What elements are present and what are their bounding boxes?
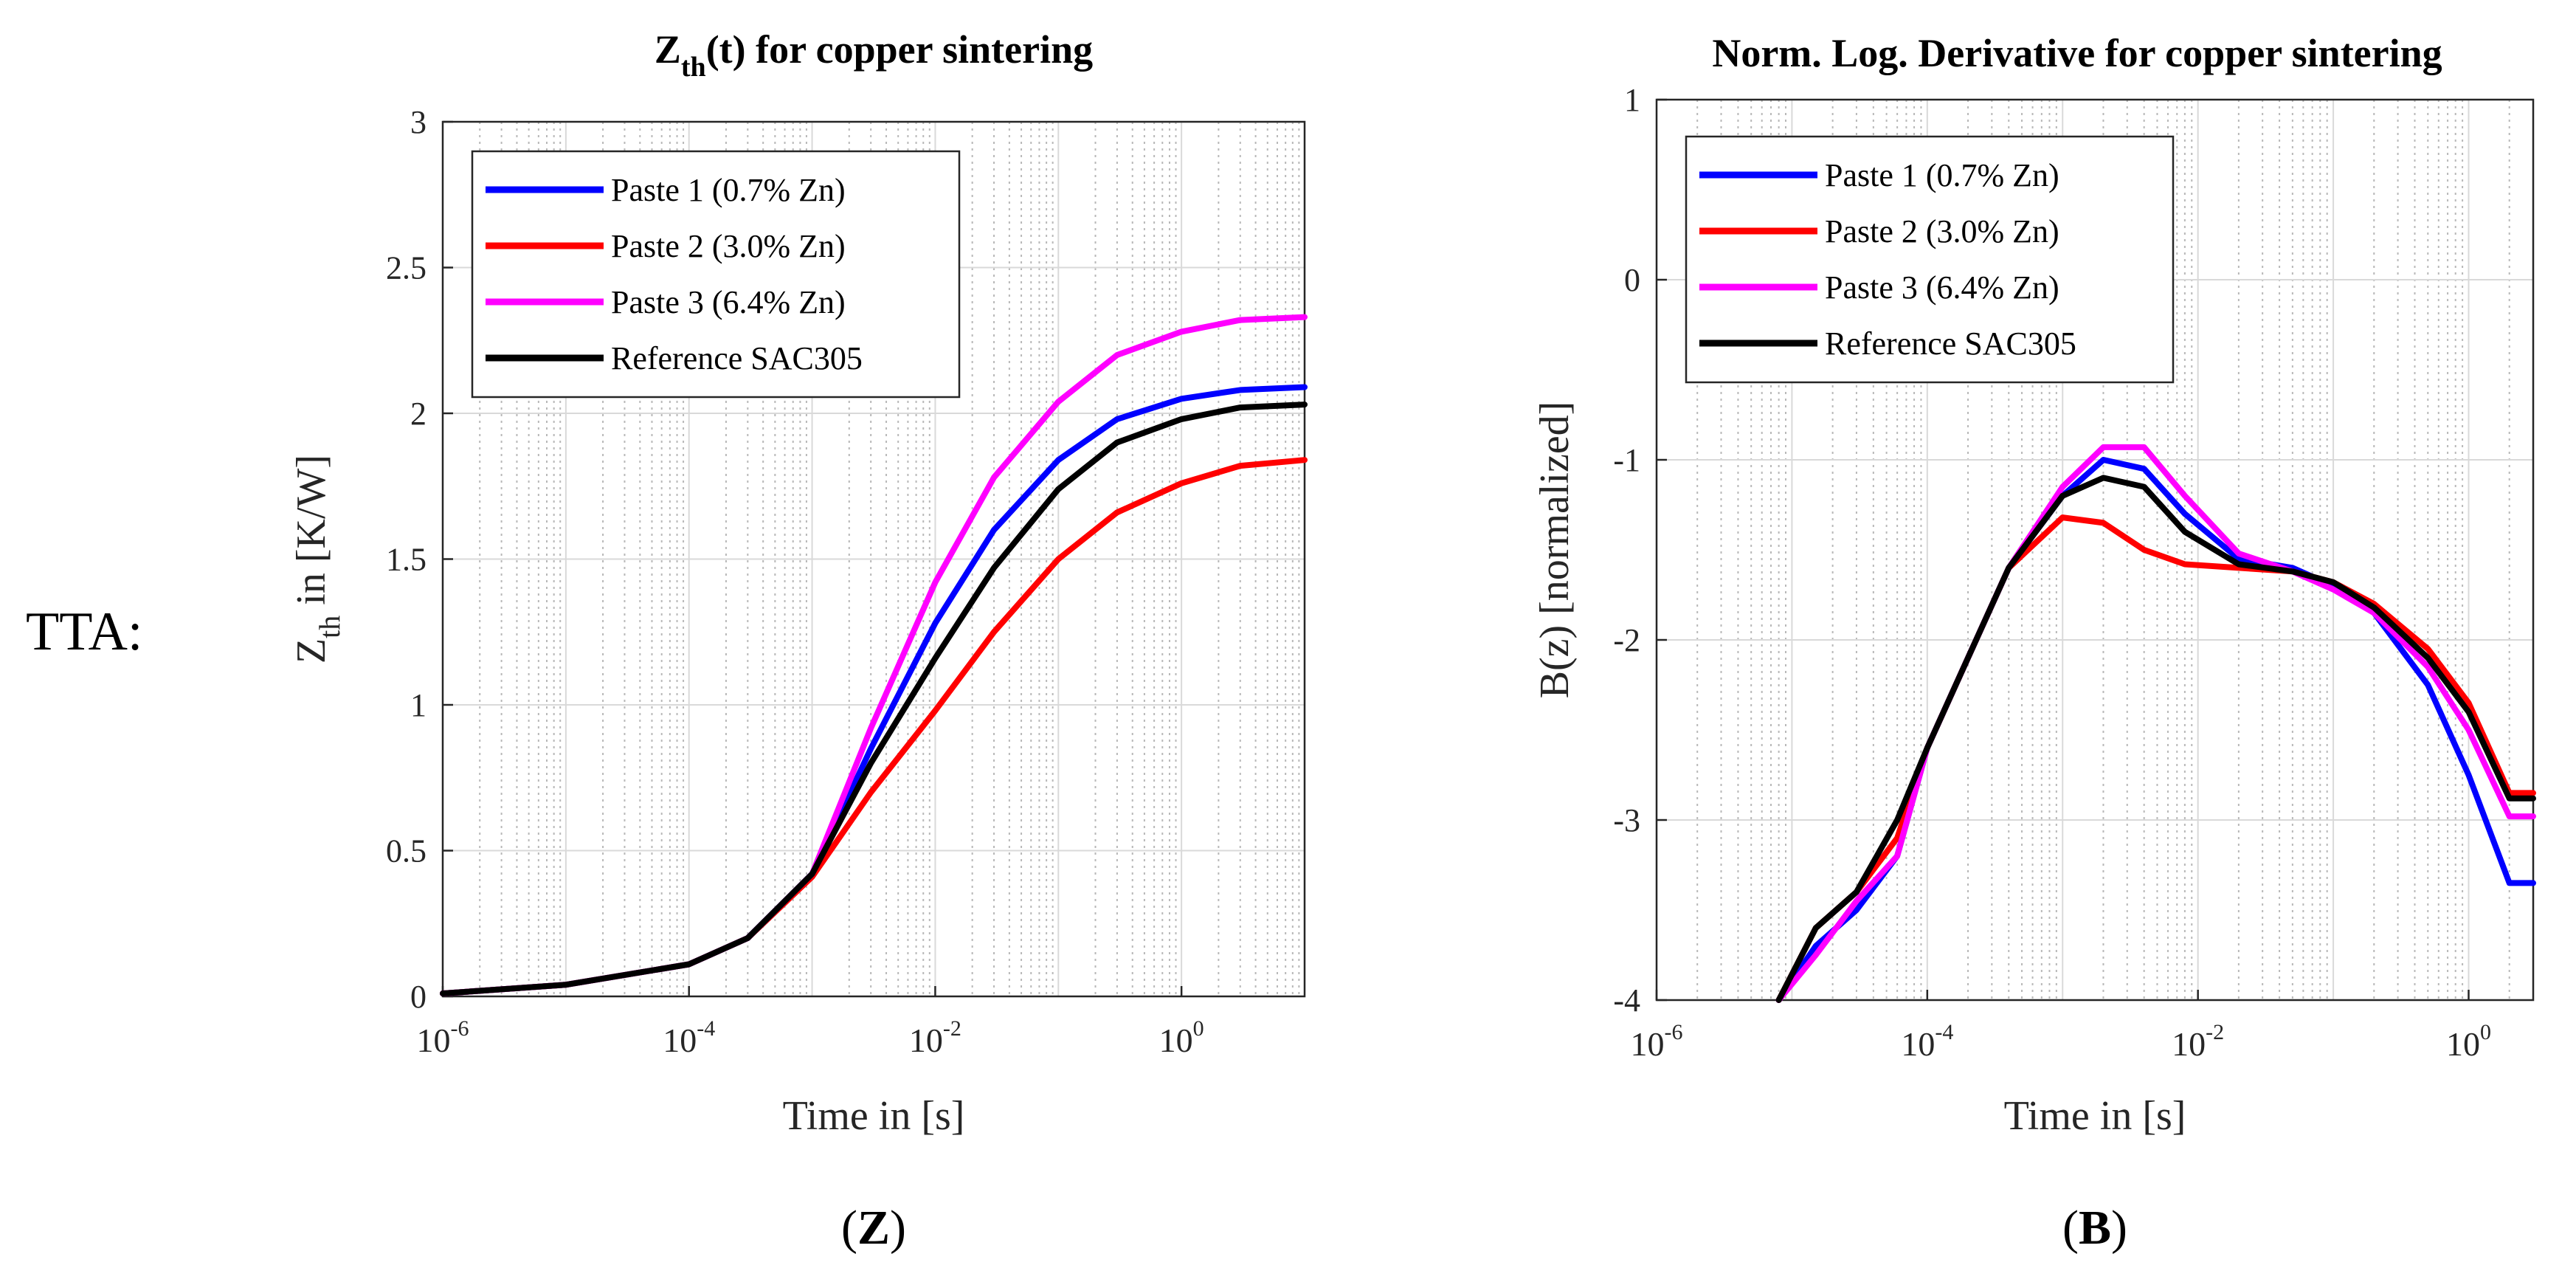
x-tick-label: 10-4	[663, 1016, 715, 1059]
figure-row-label: TTA:	[26, 602, 142, 662]
chart-title: Zth(t) for copper sintering	[655, 27, 1093, 83]
y-tick-label: 1	[1624, 82, 1640, 118]
y-tick-label: -1	[1613, 442, 1640, 478]
y-tick-label: 1.5	[386, 542, 427, 578]
y-tick-label: 3	[410, 104, 427, 140]
x-tick-label: 10-4	[1901, 1020, 1953, 1063]
x-tick-label: 100	[1159, 1016, 1204, 1059]
x-tick-exponent: -4	[1935, 1020, 1953, 1044]
x-tick-exponent: -2	[943, 1016, 961, 1041]
panel-label-close: )	[2111, 1201, 2127, 1255]
title-subscript: th	[681, 52, 706, 83]
x-tick-base: 10	[909, 1021, 943, 1059]
x-tick-exponent: 0	[2480, 1020, 2491, 1044]
y-axis-label: B(z) [normalized]	[1532, 402, 1578, 699]
y-axis-label: Zth in [K/W]	[289, 455, 346, 664]
y-label-rest: in [K/W]	[289, 455, 334, 616]
legend-label-4: Reference SAC305	[1825, 325, 2076, 362]
x-tick-base: 10	[2446, 1025, 2480, 1063]
y-tick-label: 0.5	[386, 833, 427, 869]
legend-label-2: Paste 2 (3.0% Zn)	[1825, 213, 2059, 249]
x-tick-exponent: -6	[1665, 1020, 1683, 1044]
legend-label-1: Paste 1 (0.7% Zn)	[1825, 157, 2059, 193]
x-tick-exponent: 0	[1193, 1016, 1204, 1041]
y-tick-label: -4	[1613, 982, 1640, 1019]
legend-label-4: Reference SAC305	[611, 340, 863, 376]
title-main: Norm. Log. Derivative for copper sinteri…	[1712, 31, 2442, 75]
y-tick-label: -3	[1613, 802, 1640, 838]
x-tick-label: 10-6	[1631, 1020, 1683, 1063]
x-tick-base: 10	[1631, 1025, 1665, 1063]
panel-label: (Z)	[841, 1201, 906, 1255]
panel-label-letter: Z	[857, 1201, 890, 1255]
series-line-4	[440, 402, 1308, 996]
series-line-3	[1775, 444, 2536, 1003]
y-tick-label: 1	[410, 687, 427, 723]
y-label-main: B(z) [normalized]	[1532, 402, 1578, 699]
x-tick-exponent: -6	[451, 1016, 469, 1041]
panel-label-close: )	[890, 1201, 906, 1255]
x-tick-base: 10	[1159, 1021, 1193, 1059]
axes-frame	[1655, 98, 2535, 1002]
legend-label-3: Paste 3 (6.4% Zn)	[1825, 269, 2059, 306]
series-line-4	[1775, 475, 2536, 1003]
y-tick-label: 2	[410, 396, 427, 432]
y-tick-label: 0	[1624, 262, 1640, 298]
x-tick-exponent: -2	[2206, 1020, 2224, 1044]
x-axis-label: Time in [s]	[2004, 1093, 2186, 1139]
y-tick-label: 0	[410, 979, 427, 1015]
y-label-subscript: th	[313, 616, 346, 638]
x-tick-base: 10	[1901, 1025, 1935, 1063]
x-tick-base: 10	[2172, 1025, 2206, 1063]
x-tick-exponent: -4	[697, 1016, 715, 1041]
panel-label-open: (	[841, 1201, 857, 1255]
x-tick-base: 10	[663, 1021, 697, 1059]
x-tick-base: 10	[417, 1021, 451, 1059]
legend-label-1: Paste 1 (0.7% Zn)	[611, 172, 846, 208]
panel-label-letter: B	[2079, 1201, 2111, 1255]
y-tick-label: 2.5	[386, 250, 427, 286]
x-tick-label: 10-2	[909, 1016, 961, 1059]
panel-label: (B)	[2062, 1201, 2127, 1255]
title-main: Z	[655, 27, 681, 72]
x-axis-label: Time in [s]	[783, 1093, 965, 1139]
y-label-main: Z	[289, 638, 334, 664]
x-tick-label: 10-6	[417, 1016, 469, 1059]
y-tick-label: -2	[1613, 622, 1640, 658]
x-tick-label: 100	[2446, 1020, 2491, 1063]
title-rest: (t) for copper sintering	[706, 27, 1093, 72]
series-line-2	[1775, 514, 2536, 1003]
legend-label-3: Paste 3 (6.4% Zn)	[611, 284, 846, 320]
panel-label-open: (	[2062, 1201, 2079, 1255]
x-tick-label: 10-2	[2172, 1020, 2224, 1063]
chart-title: Norm. Log. Derivative for copper sinteri…	[1712, 31, 2442, 75]
legend-label-2: Paste 2 (3.0% Zn)	[611, 228, 846, 264]
